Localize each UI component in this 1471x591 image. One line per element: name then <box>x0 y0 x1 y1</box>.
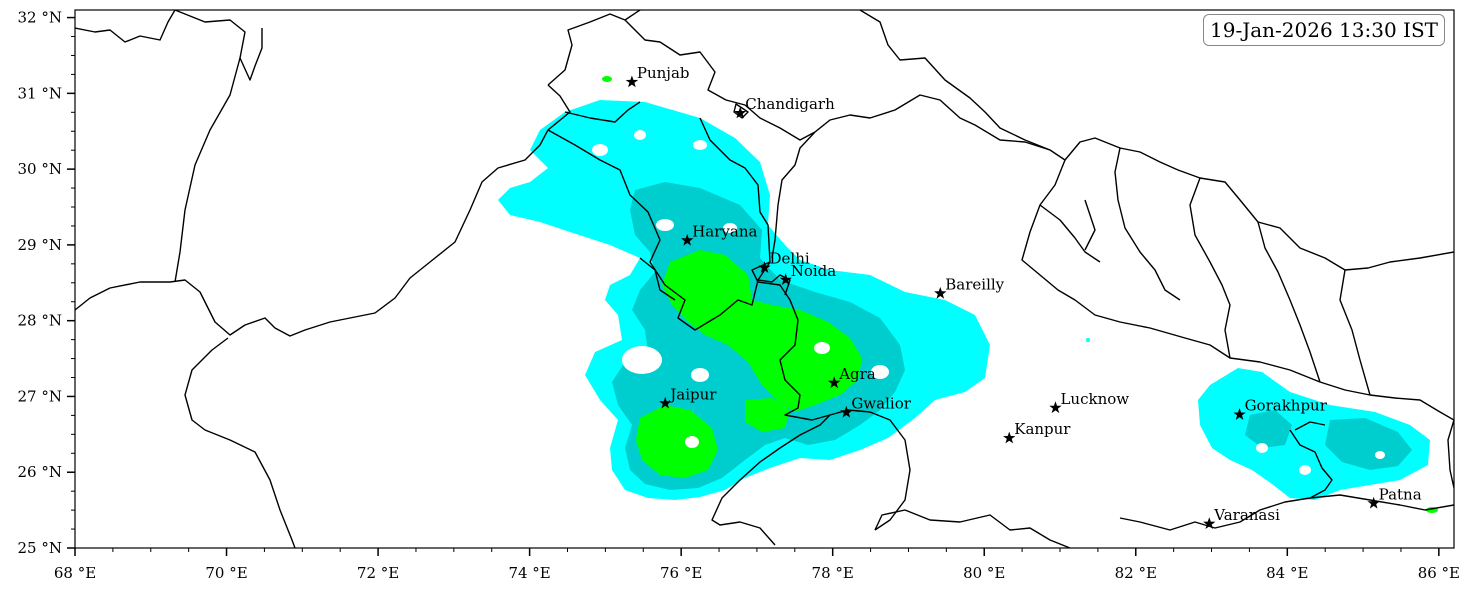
precip-heavy-area <box>602 76 612 82</box>
city-star-icon <box>659 396 672 409</box>
city-label: Kanpur <box>1014 420 1071 438</box>
timestamp-label: 19-Jan-2026 13:30 IST <box>1203 14 1445 46</box>
admin-border <box>547 129 771 331</box>
country-border <box>1021 159 1454 421</box>
precip-moderate-area <box>1245 410 1292 448</box>
axis-ticks: 68 °E 70 °E 72 °E 74 °E 76 °E 78 °E 80 °E 82 °E… <box>18 9 1460 582</box>
precip-moderate-area <box>1325 418 1412 470</box>
y-tick-label: 31 °N <box>18 84 62 102</box>
y-tick-label: 32 °N <box>18 9 62 27</box>
city-label: Bareilly <box>945 275 1004 293</box>
y-tick-label: 28 °N <box>18 312 62 330</box>
city-star-icon <box>1049 401 1062 414</box>
plot-frame <box>74 9 1455 549</box>
admin-border <box>874 509 1071 548</box>
admin-border <box>1257 221 1321 383</box>
precipitation-layer <box>498 76 1438 513</box>
country-border <box>624 19 816 141</box>
admin-border <box>1119 494 1454 531</box>
y-tick-label: 26 °N <box>18 463 62 481</box>
admin-border <box>1114 147 1181 301</box>
x-tick-label: 70 °E <box>205 564 247 582</box>
city-star-icon <box>1367 496 1380 509</box>
y-tick-label: 29 °N <box>18 236 62 254</box>
x-tick-label: 74 °E <box>508 564 550 582</box>
admin-border <box>1339 269 1371 396</box>
city-star-icon <box>828 376 841 389</box>
city-star-icon <box>1203 517 1216 529</box>
x-tick-label: 68 °E <box>54 564 96 582</box>
y-tick-label: 30 °N <box>18 160 62 178</box>
city-star-icon <box>625 75 639 88</box>
country-border <box>174 10 263 81</box>
country-border <box>547 10 641 86</box>
city-star-icon <box>1003 431 1016 444</box>
precip-gaps <box>592 130 1385 475</box>
city-label: Noida <box>791 262 837 280</box>
admin-border <box>1189 177 1231 359</box>
admin-border <box>1447 419 1454 489</box>
city-star-icon <box>1233 408 1246 420</box>
city-star-icon <box>734 106 747 119</box>
city-label: Varanasi <box>1213 506 1280 524</box>
country-border <box>859 10 1051 151</box>
precip-heavy-area <box>636 405 718 478</box>
city-label: Gwalior <box>851 394 911 412</box>
city-star-icon <box>758 261 771 273</box>
admin-border <box>564 101 641 123</box>
city-star-icon <box>840 405 853 418</box>
x-tick-label: 82 °E <box>1115 564 1157 582</box>
precip-heavy-area <box>745 398 790 432</box>
city-label: Delhi <box>770 250 810 268</box>
admin-border <box>757 274 791 296</box>
city-label: Lucknow <box>1060 390 1129 408</box>
admin-border <box>1039 204 1101 263</box>
city-label: Chandigarh <box>745 95 835 113</box>
country-border <box>184 337 296 548</box>
city-label: Gorakhpur <box>1245 397 1328 415</box>
city-star-icon <box>934 286 947 299</box>
country-border <box>771 131 816 259</box>
city-label: Patna <box>1379 485 1422 503</box>
country-border <box>75 84 571 337</box>
admin-border <box>733 103 749 119</box>
admin-border <box>1294 421 1326 431</box>
x-tick-label: 72 °E <box>357 564 399 582</box>
precip-light-area <box>1086 338 1090 342</box>
city-label: Agra <box>838 365 876 383</box>
city-label: Haryana <box>692 222 757 240</box>
admin-border <box>639 257 676 301</box>
precip-heavy-area <box>662 250 862 412</box>
admin-border <box>699 117 911 531</box>
x-tick-label: 78 °E <box>812 564 854 582</box>
x-tick-label: 76 °E <box>660 564 702 582</box>
city-label: Punjab <box>637 64 690 82</box>
city-star-icon <box>779 273 792 285</box>
y-tick-label: 25 °N <box>18 539 62 557</box>
admin-border <box>711 414 831 546</box>
x-tick-label: 86 °E <box>1418 564 1460 582</box>
admin-border <box>1084 199 1096 251</box>
country-border <box>174 57 241 283</box>
y-tick-label: 27 °N <box>18 387 62 405</box>
city-star-icon <box>681 233 694 246</box>
admin-border <box>1289 429 1333 499</box>
boundary-layer <box>75 10 1454 548</box>
x-tick-label: 84 °E <box>1266 564 1308 582</box>
country-border <box>75 10 176 43</box>
x-tick-label: 80 °E <box>963 564 1005 582</box>
city-label: Jaipur <box>668 385 717 403</box>
